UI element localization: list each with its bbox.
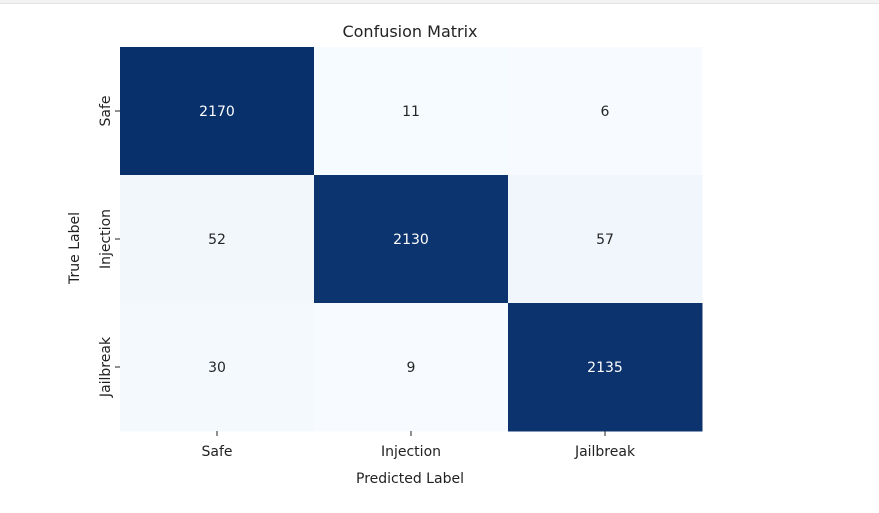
cell-value-label: 2170 bbox=[199, 104, 235, 120]
notebook-cell-border bbox=[0, 0, 879, 4]
x-tick-label: Injection bbox=[381, 444, 441, 460]
heatmap-cell bbox=[508, 175, 703, 304]
heatmap-cell bbox=[120, 47, 315, 176]
y-tick-label: Safe bbox=[98, 95, 114, 126]
y-tick-label: Jailbreak bbox=[98, 336, 114, 398]
cell-value-label: 6 bbox=[601, 104, 610, 120]
heatmap-cell bbox=[508, 47, 703, 176]
cell-value-label: 2130 bbox=[393, 232, 429, 248]
x-tick-label: Jailbreak bbox=[574, 444, 636, 460]
chart-title: Confusion Matrix bbox=[342, 22, 477, 41]
cell-value-label: 30 bbox=[208, 360, 226, 376]
x-axis-ticks: Safe Injection Jailbreak bbox=[201, 431, 636, 460]
cell-value-label: 52 bbox=[208, 232, 226, 248]
cell-value-label: 9 bbox=[407, 360, 416, 376]
heatmap-cell bbox=[120, 175, 315, 304]
y-axis-label: True Label bbox=[67, 212, 83, 285]
heatmap-cell bbox=[508, 303, 703, 432]
heatmap-cell bbox=[120, 303, 315, 432]
heatmap-cell bbox=[314, 303, 509, 432]
cell-value-label: 57 bbox=[596, 232, 614, 248]
x-tick-label: Safe bbox=[201, 444, 232, 460]
cell-value-label: 11 bbox=[402, 104, 420, 120]
y-axis-ticks: Safe Injection Jailbreak bbox=[98, 95, 120, 398]
y-tick-label: Injection bbox=[98, 209, 114, 269]
heatmap-cells: 2170 11 6 52 2130 57 30 9 2135 bbox=[120, 47, 703, 432]
cell-value-label: 2135 bbox=[587, 360, 623, 376]
heatmap-cell bbox=[314, 175, 509, 304]
x-axis-label: Predicted Label bbox=[356, 471, 464, 487]
heatmap-cell bbox=[314, 47, 509, 176]
